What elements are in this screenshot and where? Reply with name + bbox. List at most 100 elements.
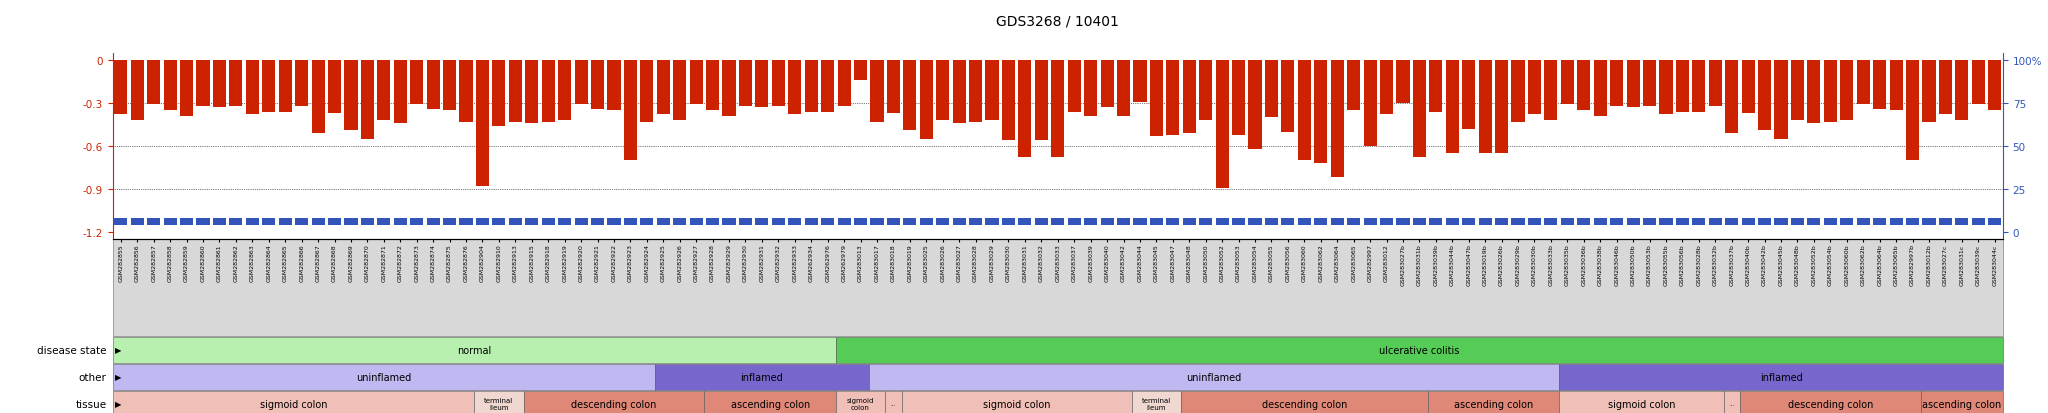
Bar [1989, 61, 2001, 111]
Bar [377, 218, 391, 225]
Bar [393, 61, 408, 124]
Bar [492, 218, 506, 225]
Bar [1149, 218, 1163, 225]
Bar [707, 61, 719, 111]
Bar [1282, 218, 1294, 225]
Bar [508, 61, 522, 122]
Bar [1841, 218, 1853, 225]
Bar [328, 218, 342, 225]
Bar [1692, 218, 1706, 225]
Bar [1495, 61, 1507, 154]
Bar [756, 61, 768, 108]
Bar [1675, 218, 1690, 225]
Bar [1577, 61, 1591, 111]
Bar [131, 61, 143, 121]
Bar [1841, 61, 1853, 121]
Bar [1397, 218, 1409, 225]
Bar [459, 61, 473, 122]
Bar [492, 61, 506, 127]
Bar [1479, 61, 1491, 154]
Bar [1348, 218, 1360, 225]
Bar [1757, 218, 1772, 225]
Bar [1495, 218, 1507, 225]
Bar [903, 218, 915, 225]
Bar [1083, 218, 1098, 225]
Bar [475, 61, 489, 187]
Bar [1741, 61, 1755, 114]
Bar [690, 218, 702, 225]
Bar [213, 218, 225, 225]
Bar [410, 218, 424, 225]
Bar [625, 218, 637, 225]
Bar [1692, 61, 1706, 112]
Bar [1907, 218, 1919, 225]
Bar [262, 218, 274, 225]
Bar [756, 218, 768, 225]
Bar [197, 61, 209, 107]
Bar [1133, 218, 1147, 225]
Bar [1217, 61, 1229, 188]
Bar [952, 61, 967, 124]
Bar [707, 218, 719, 225]
Bar [1790, 218, 1804, 225]
Bar [1806, 61, 1821, 124]
Bar [1874, 61, 1886, 109]
Bar [1364, 61, 1376, 147]
Bar [854, 61, 866, 81]
Bar [442, 61, 457, 111]
Bar [1626, 218, 1640, 225]
Bar [377, 61, 391, 121]
Text: terminal
ileum: terminal ileum [483, 397, 514, 410]
Bar [311, 61, 326, 134]
Bar [426, 61, 440, 109]
Bar [1233, 61, 1245, 135]
Bar [1051, 218, 1065, 225]
Bar [279, 218, 291, 225]
Bar [641, 61, 653, 122]
Bar [229, 218, 242, 225]
Text: uninflamed: uninflamed [1186, 372, 1241, 382]
Bar [393, 218, 408, 225]
Bar [772, 61, 784, 107]
Bar [1956, 218, 1968, 225]
Bar [1249, 218, 1262, 225]
Text: sigmoid colon: sigmoid colon [260, 399, 328, 409]
Bar [1972, 61, 1985, 105]
Bar [1708, 218, 1722, 225]
Bar [1051, 61, 1065, 158]
Bar [344, 218, 358, 225]
Text: sigmoid colon: sigmoid colon [1608, 399, 1675, 409]
Bar [1018, 61, 1032, 158]
Bar [821, 61, 834, 112]
Bar [344, 61, 358, 131]
Bar [1923, 218, 1935, 225]
Bar [690, 61, 702, 105]
Bar [1874, 218, 1886, 225]
Bar [1724, 61, 1739, 134]
Bar [739, 61, 752, 107]
Bar [723, 218, 735, 225]
Bar [213, 61, 225, 108]
Bar [1165, 218, 1180, 225]
Text: ...: ... [891, 401, 897, 406]
Text: ascending colon: ascending colon [1454, 399, 1534, 409]
Text: ...: ... [1729, 401, 1735, 406]
Bar [1282, 61, 1294, 132]
Bar [1561, 218, 1575, 225]
Bar [197, 218, 209, 225]
Bar [1397, 61, 1409, 104]
Bar [1100, 218, 1114, 225]
Bar [592, 61, 604, 109]
Bar [1479, 218, 1491, 225]
Bar [1858, 61, 1870, 105]
Bar [1116, 218, 1130, 225]
Bar [739, 218, 752, 225]
Bar [295, 218, 309, 225]
Bar [115, 218, 127, 225]
Bar [311, 218, 326, 225]
Bar [1642, 61, 1657, 107]
Bar [575, 61, 588, 105]
Bar [936, 218, 950, 225]
Text: uninflamed: uninflamed [356, 372, 412, 382]
Bar [903, 61, 915, 131]
